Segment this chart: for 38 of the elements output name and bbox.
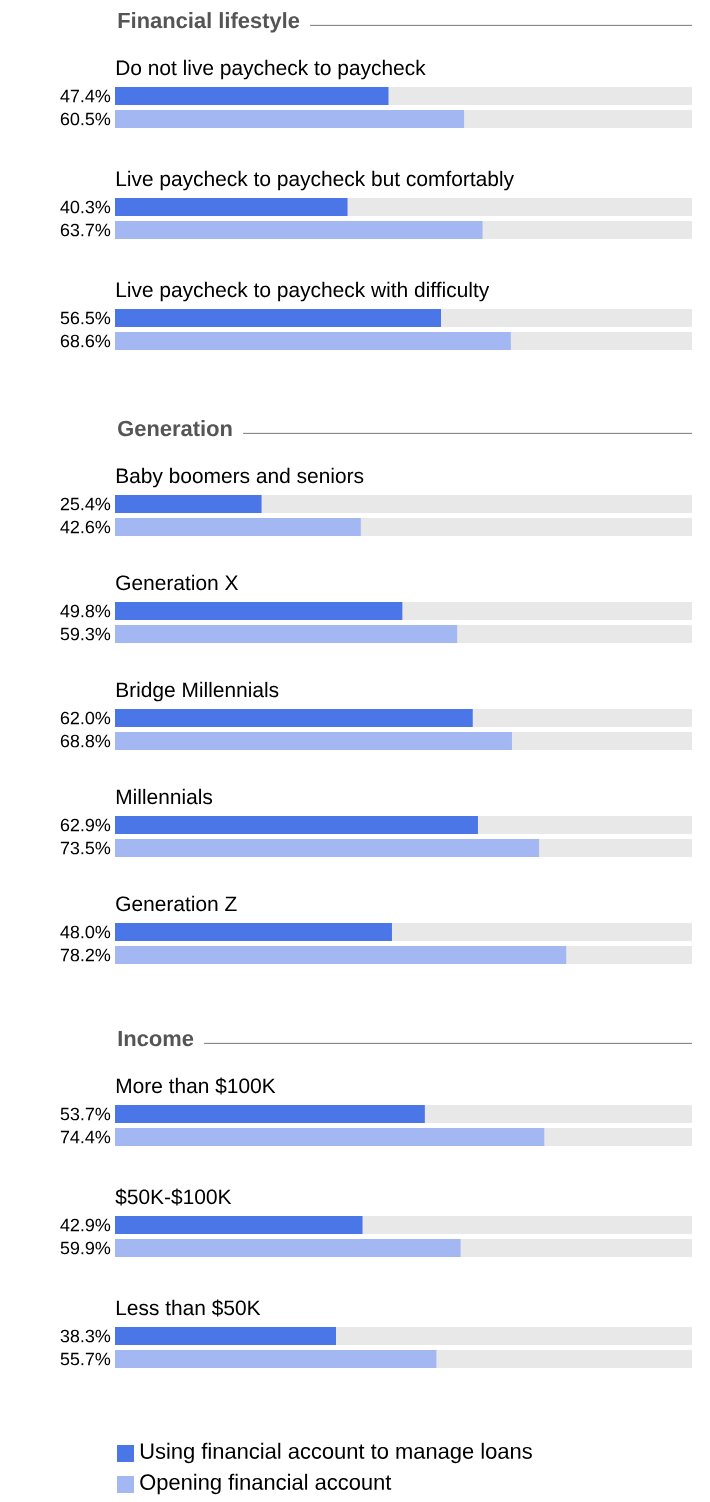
y-tick-label: $50K-$100K [115,1188,232,1206]
legend-label: Using financial account to manage loans [140,1442,532,1464]
legend-label: Opening financial account [140,1473,392,1495]
y-tick-label: More than $100K [116,1077,276,1095]
y-tick-label: Live paycheck to paycheck but comfortably [116,170,514,191]
data-label: 53.7% [60,1107,111,1121]
data-label: 62.0% [60,711,111,725]
data-label: 78.2% [60,948,111,962]
data-label: 25.4% [60,497,111,511]
y-tick-label: Live paycheck to paycheck with difficulty [116,281,490,302]
data-label: 49.8% [60,604,111,618]
y-tick-label: Less than $50K [116,1299,261,1317]
data-label: 73.5% [60,841,111,855]
chart-title: Income [118,1030,194,1047]
data-label: 55.7% [60,1352,111,1366]
data-label: 62.9% [60,818,111,832]
y-tick-label: Millennials [116,788,213,805]
y-tick-label: Do not live paycheck to paycheck [116,59,426,80]
data-label: 68.6% [60,334,111,348]
data-label: 42.9% [60,1218,111,1232]
y-tick-label: Generation Z [116,895,237,912]
data-label: 38.3% [60,1329,111,1343]
data-label: 56.5% [60,311,111,325]
y-tick-label: Baby boomers and seniors [116,467,364,488]
data-label: 40.3% [60,200,111,214]
data-label: 68.8% [60,734,111,748]
chart-title: Financial lifestyle [118,12,300,33]
data-label: 63.7% [60,223,111,237]
data-label: 74.4% [60,1130,111,1144]
chart-title: Generation [118,420,232,437]
y-tick-label: Bridge Millennials [116,681,279,702]
data-label: 47.4% [60,89,111,103]
data-label: 59.3% [60,627,111,641]
y-tick-label: Generation X [116,574,239,591]
data-label: 59.9% [60,1241,111,1255]
data-label: 48.0% [60,925,111,939]
data-label: 60.5% [60,112,111,126]
data-label: 42.6% [60,520,111,534]
